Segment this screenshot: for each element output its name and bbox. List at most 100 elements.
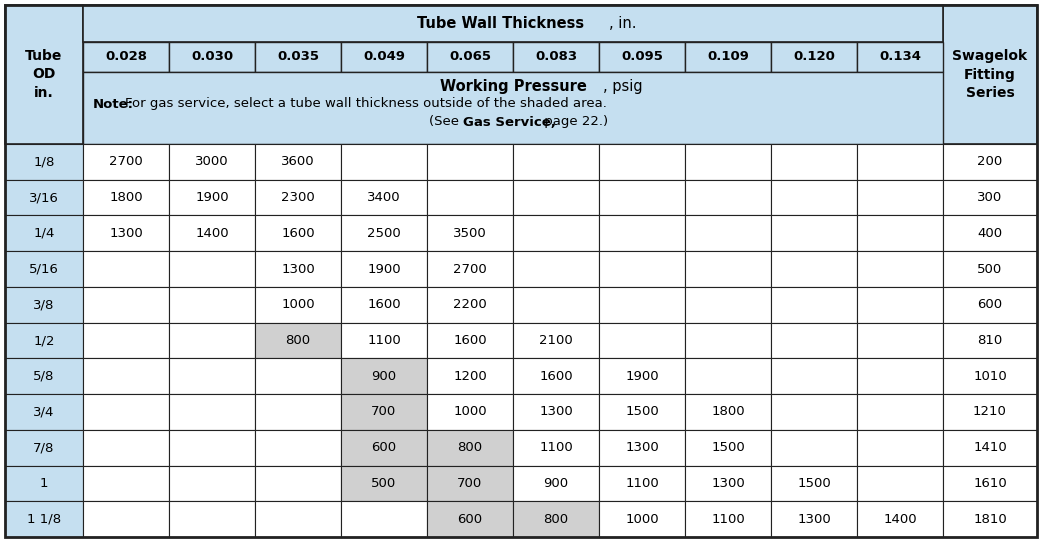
Bar: [943, 5, 1037, 144]
Bar: [513, 144, 599, 180]
Bar: [599, 144, 685, 180]
Bar: [341, 180, 427, 216]
Bar: [341, 501, 427, 537]
Text: 600: 600: [977, 298, 1002, 311]
Text: 2300: 2300: [281, 191, 315, 204]
Text: 1300: 1300: [711, 477, 745, 490]
Text: (See: (See: [428, 115, 463, 128]
Text: 300: 300: [977, 191, 1002, 204]
Text: 800: 800: [457, 441, 482, 454]
Bar: [427, 144, 513, 180]
Bar: [513, 180, 599, 216]
Bar: [513, 466, 599, 501]
Bar: [341, 216, 427, 251]
Text: 2100: 2100: [539, 334, 573, 347]
Bar: [255, 180, 341, 216]
Text: 1100: 1100: [711, 513, 745, 526]
Text: 810: 810: [977, 334, 1002, 347]
Text: 800: 800: [544, 513, 569, 526]
Bar: [771, 466, 857, 501]
Bar: [599, 287, 685, 322]
Bar: [169, 144, 255, 180]
Bar: [857, 501, 943, 537]
Bar: [771, 287, 857, 322]
Text: 900: 900: [544, 477, 569, 490]
Bar: [341, 287, 427, 322]
Bar: [255, 42, 341, 72]
Bar: [943, 466, 1037, 501]
Bar: [599, 216, 685, 251]
Bar: [857, 251, 943, 287]
Bar: [685, 287, 771, 322]
Bar: [255, 287, 341, 322]
Bar: [599, 42, 685, 72]
Bar: [943, 322, 1037, 358]
Bar: [685, 322, 771, 358]
Bar: [943, 216, 1037, 251]
Bar: [169, 430, 255, 466]
Text: , in.: , in.: [609, 16, 637, 31]
Bar: [513, 251, 599, 287]
Bar: [5, 322, 83, 358]
Text: 2200: 2200: [453, 298, 487, 311]
Text: 0.095: 0.095: [621, 50, 663, 63]
Bar: [341, 144, 427, 180]
Text: 1300: 1300: [281, 262, 315, 275]
Bar: [943, 358, 1037, 394]
Text: 2700: 2700: [109, 156, 143, 169]
Text: 0.049: 0.049: [363, 50, 405, 63]
Bar: [685, 42, 771, 72]
Text: 2700: 2700: [453, 262, 487, 275]
Bar: [341, 251, 427, 287]
Bar: [83, 501, 169, 537]
Text: 1/8: 1/8: [33, 156, 54, 169]
Bar: [427, 322, 513, 358]
Bar: [255, 251, 341, 287]
Text: 1500: 1500: [711, 441, 745, 454]
Text: 1600: 1600: [367, 298, 401, 311]
Bar: [857, 466, 943, 501]
Bar: [943, 430, 1037, 466]
Bar: [599, 251, 685, 287]
Text: 5/8: 5/8: [33, 370, 54, 383]
Bar: [5, 144, 83, 180]
Bar: [341, 322, 427, 358]
Bar: [427, 216, 513, 251]
Text: 1100: 1100: [367, 334, 401, 347]
Bar: [83, 287, 169, 322]
Bar: [943, 251, 1037, 287]
Bar: [685, 501, 771, 537]
Bar: [169, 466, 255, 501]
Text: 700: 700: [457, 477, 482, 490]
Text: 1600: 1600: [539, 370, 573, 383]
Bar: [5, 430, 83, 466]
Bar: [427, 430, 513, 466]
Bar: [513, 358, 599, 394]
Bar: [5, 358, 83, 394]
Bar: [5, 180, 83, 216]
Bar: [771, 180, 857, 216]
Text: 3/4: 3/4: [33, 405, 54, 418]
Bar: [5, 5, 83, 144]
Bar: [255, 394, 341, 430]
Bar: [169, 251, 255, 287]
Bar: [83, 180, 169, 216]
Bar: [771, 144, 857, 180]
Text: 0.065: 0.065: [449, 50, 491, 63]
Bar: [169, 501, 255, 537]
Bar: [83, 358, 169, 394]
Bar: [513, 216, 599, 251]
Text: Note:: Note:: [93, 98, 134, 111]
Bar: [5, 216, 83, 251]
Bar: [857, 42, 943, 72]
Text: 3600: 3600: [281, 156, 315, 169]
Text: 3500: 3500: [453, 227, 487, 240]
Bar: [255, 430, 341, 466]
Text: Working Pressure: Working Pressure: [440, 79, 587, 94]
Text: 500: 500: [371, 477, 397, 490]
Bar: [857, 430, 943, 466]
Text: 0.083: 0.083: [535, 50, 577, 63]
Text: 800: 800: [286, 334, 311, 347]
Bar: [255, 501, 341, 537]
Text: 0.120: 0.120: [793, 50, 835, 63]
